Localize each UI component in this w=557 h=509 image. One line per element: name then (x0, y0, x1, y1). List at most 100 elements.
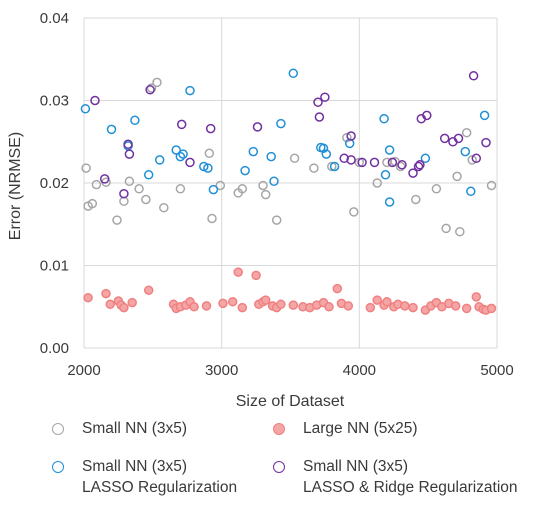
data-point (248, 146, 259, 157)
data-point (185, 85, 195, 96)
x-tick-label: 5000 (480, 362, 513, 379)
data-point (154, 155, 165, 165)
data-point (208, 184, 219, 195)
data-point (199, 161, 209, 172)
data-point (343, 301, 354, 311)
legend-marker-large-nn (273, 423, 285, 435)
data-point (481, 137, 491, 148)
data-point (130, 115, 140, 126)
data-point (258, 180, 268, 191)
data-point (201, 301, 212, 311)
data-point (91, 179, 102, 190)
data-point (227, 297, 238, 307)
y-axis-label: Error (NRMSE) (7, 132, 24, 240)
data-point (327, 161, 337, 172)
data-point (365, 302, 376, 313)
data-point (471, 292, 482, 302)
data-point (175, 151, 186, 162)
data-point (112, 215, 122, 225)
data-point (81, 163, 91, 173)
data-point (90, 95, 100, 106)
legend-label-small-nn: Small NN (3x5) (82, 420, 188, 437)
data-points (80, 68, 497, 315)
data-point (145, 85, 155, 95)
data-point (176, 119, 187, 130)
legend-item-small-nn-lasso-ridge: Small NN (3x5) LASSO & Ridge Regularizat… (273, 456, 518, 498)
data-point (329, 161, 340, 172)
data-point (453, 133, 464, 144)
data-point (461, 303, 472, 314)
data-point (321, 149, 332, 159)
data-point (171, 145, 181, 155)
data-point (124, 149, 135, 159)
data-point (439, 133, 450, 144)
data-point (342, 132, 352, 143)
y-tick-label: 0.02 (40, 175, 69, 192)
legend-marker-small-nn (52, 423, 64, 435)
data-point (106, 124, 117, 135)
data-point (127, 297, 137, 308)
data-point (461, 127, 472, 138)
data-point (397, 160, 407, 170)
data-point (119, 302, 129, 313)
data-point (413, 161, 424, 172)
data-point (123, 139, 133, 149)
data-point (422, 110, 432, 121)
data-point (80, 104, 91, 114)
x-axis-label: Size of Dataset (236, 393, 345, 410)
data-point (189, 302, 199, 312)
data-point (204, 148, 215, 159)
data-point (87, 198, 98, 209)
data-point (101, 288, 111, 299)
data-point (175, 184, 186, 194)
y-tick-label: 0.01 (40, 258, 69, 275)
data-point (372, 295, 382, 305)
data-point (384, 197, 395, 207)
x-tick-label: 3000 (205, 362, 238, 379)
data-point (380, 170, 391, 180)
data-point (408, 302, 418, 313)
data-point (218, 298, 228, 309)
data-point (339, 153, 349, 164)
y-tick-label: 0.00 (40, 340, 69, 357)
data-point (105, 299, 115, 310)
data-point (276, 299, 286, 310)
data-point (314, 112, 325, 122)
data-point (420, 153, 431, 164)
data-point (357, 157, 367, 168)
data-point (486, 303, 497, 314)
data-point (411, 194, 421, 205)
data-point (309, 163, 319, 173)
data-point (178, 149, 188, 159)
data-point (415, 160, 425, 170)
y-tick-label: 0.03 (40, 93, 69, 110)
data-point (332, 283, 343, 294)
data-point (233, 267, 243, 277)
data-point (486, 180, 497, 191)
x-axis-ticks: 2000 3000 4000 5000 (67, 362, 513, 379)
data-point (471, 153, 482, 164)
data-point (251, 270, 261, 281)
data-point (349, 207, 359, 217)
data-point (134, 184, 144, 194)
data-point (146, 83, 157, 93)
y-axis-ticks: 0.00 0.01 0.02 0.03 0.04 (40, 10, 69, 357)
data-point (450, 301, 461, 311)
data-point (354, 157, 365, 168)
legend-item-small-nn-lasso: Small NN (3x5) LASSO Regularization (52, 456, 237, 498)
data-point (119, 188, 129, 199)
data-point (455, 226, 465, 237)
data-point (395, 161, 406, 172)
data-point (240, 165, 250, 176)
data-point (152, 77, 162, 88)
data-point (320, 92, 330, 102)
data-point (318, 143, 329, 154)
data-point (288, 68, 299, 79)
data-point (124, 176, 135, 187)
data-point (372, 178, 382, 188)
data-point (324, 302, 334, 312)
data-point (460, 146, 471, 157)
grid-lines (83, 17, 498, 349)
x-tick-label: 2000 (67, 362, 100, 379)
data-point (203, 163, 213, 173)
